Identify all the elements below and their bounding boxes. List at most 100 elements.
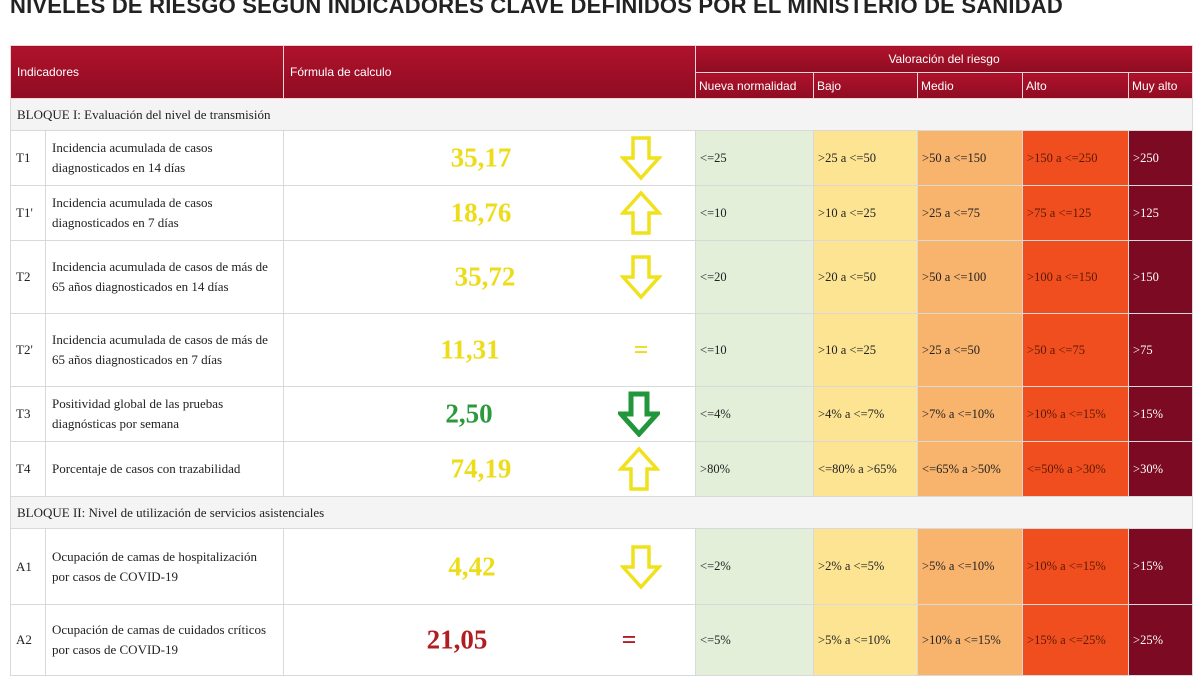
indicator-row: T1 Incidencia acumulada de casos diagnost…	[10, 130, 1194, 186]
indicator-value: 11,31	[440, 334, 500, 365]
level-threshold: >10 a <=25	[813, 185, 919, 241]
level-threshold: <=5%	[695, 604, 815, 676]
indicator-name: Ocupación de camas de hospitalización po…	[44, 528, 285, 605]
level-threshold: >15%	[1128, 528, 1194, 605]
indicator-row: T2' Incidencia acumulada de casos de más …	[10, 313, 1194, 387]
indicator-row: A2 Ocupación de camas de cuidados crítico…	[10, 604, 1194, 676]
level-threshold: <=2%	[695, 528, 815, 605]
formula-cell: 18,76	[283, 185, 697, 241]
page-title: NIVELES DE RIESGO SEGÚN INDICADORES CLAV…	[10, 0, 1063, 18]
level-threshold: >20 a <=50	[813, 240, 919, 314]
level-threshold: >75 a <=125	[1022, 185, 1130, 241]
indicator-name: Incidencia acumulada de casos diagnostic…	[44, 185, 285, 241]
level-threshold: <=20	[695, 240, 815, 314]
formula-cell: 35,17	[283, 130, 697, 186]
arrow-shape	[620, 136, 663, 181]
header-row: Indicadores Fórmula de calculo Valoració…	[9, 45, 1194, 99]
formula-cell: 35,72	[283, 240, 697, 314]
level-threshold: >4% a <=7%	[813, 386, 919, 442]
level-threshold: <=65% a >50%	[917, 441, 1024, 497]
level-threshold: >150 a <=250	[1022, 130, 1130, 186]
level-threshold: >80%	[695, 441, 815, 497]
indicator-name: Incidencia acumulada de casos de más de …	[44, 240, 285, 314]
formula-cell: 2,50	[283, 386, 697, 442]
level-threshold: >10% a <=15%	[917, 604, 1024, 676]
level-threshold: >125	[1128, 185, 1194, 241]
indicator-value: 35,17	[450, 142, 512, 173]
formula-cell: 21,05 =	[283, 604, 697, 676]
level-header: Bajo	[813, 72, 919, 99]
arrow-shape	[620, 255, 663, 300]
level-threshold: >5% a <=10%	[813, 604, 919, 676]
indicator-code: T2	[10, 240, 46, 314]
indicator-name: Incidencia acumulada de casos de más de …	[44, 313, 285, 387]
indicator-code: T1'	[10, 185, 46, 241]
level-threshold: >15% a <=25%	[1022, 604, 1130, 676]
level-threshold: >5% a <=10%	[917, 528, 1024, 605]
level-threshold: <=25	[695, 130, 815, 186]
arrow-shape	[618, 446, 661, 491]
indicator-code: T3	[10, 386, 46, 442]
block-row: BLOQUE II: Nivel de utilización de servi…	[9, 496, 1194, 529]
block-row: BLOQUE I: Evaluación del nivel de transm…	[9, 98, 1194, 131]
arrow-shape	[618, 391, 661, 437]
level-threshold: >25%	[1128, 604, 1194, 676]
trend-arrow	[620, 136, 663, 181]
level-threshold: >2% a <=5%	[813, 528, 919, 605]
indicator-value: 35,72	[454, 261, 516, 292]
level-header: Alto	[1022, 72, 1130, 99]
level-threshold: >100 a <=150	[1022, 240, 1130, 314]
trend-sign: =	[633, 335, 649, 364]
level-threshold: >10 a <=25	[813, 313, 919, 387]
level-threshold: >25 a <=50	[917, 313, 1024, 387]
indicator-name: Incidencia acumulada de casos diagnostic…	[44, 130, 285, 186]
indicator-value: 74,19	[450, 453, 512, 484]
trend-arrow	[618, 391, 661, 437]
formula-cell: 74,19	[283, 441, 697, 497]
formula-cell: 11,31 =	[283, 313, 697, 387]
level-threshold: <=10	[695, 185, 815, 241]
trend-arrow	[620, 255, 663, 300]
trend-sign: =	[621, 625, 637, 654]
level-threshold: <=4%	[695, 386, 815, 442]
indicator-value: 2,50	[445, 398, 493, 429]
indicator-row: T4 Porcentaje de casos con trazabilidad 74…	[10, 441, 1194, 497]
indicator-value: 21,05	[426, 624, 488, 655]
arrow-shape	[620, 544, 663, 590]
header-row: Nueva normalidad Bajo Medio Alto Muy alto	[11, 72, 1194, 99]
indicator-value: 4,42	[448, 551, 496, 581]
header-cell: Valoración del riesgo	[695, 45, 1194, 73]
level-threshold: <=10	[695, 313, 815, 387]
formula-cell: 4,42	[283, 528, 697, 605]
level-threshold: >50 a <=150	[917, 130, 1024, 186]
indicator-code: T2'	[10, 313, 46, 387]
level-header: Medio	[917, 72, 1024, 99]
level-threshold: >75	[1128, 313, 1194, 387]
indicator-code: T4	[10, 441, 46, 497]
indicator-code: A2	[10, 604, 46, 676]
level-threshold: <=50% a >30%	[1022, 441, 1130, 497]
level-threshold: >15%	[1128, 386, 1194, 442]
indicator-row: T1' Incidencia acumulada de casos diagnos…	[10, 185, 1194, 241]
level-header: Muy alto	[1128, 72, 1194, 99]
level-threshold: <=80% a >65%	[813, 441, 919, 497]
trend-arrow	[618, 446, 661, 491]
block-title: BLOQUE II: Nivel de utilización de servi…	[9, 496, 1194, 529]
level-threshold: >50 a <=100	[917, 240, 1024, 314]
level-threshold: >10% a <=15%	[1022, 528, 1130, 605]
risk-table: Indicadores Fórmula de calculo Valoració…	[9, 45, 1194, 676]
indicator-row: A1 Ocupación de camas de hospitalización …	[10, 528, 1194, 605]
indicator-code: A1	[10, 528, 46, 605]
indicator-name: Positividad global de las pruebas diagnó…	[44, 386, 285, 442]
block-title: BLOQUE I: Evaluación del nivel de transm…	[9, 98, 1194, 131]
level-threshold: >50 a <=75	[1022, 313, 1130, 387]
indicator-name: Ocupación de camas de cuidados críticos …	[44, 604, 285, 676]
level-threshold: >10% a <=15%	[1022, 386, 1130, 442]
indicator-name: Porcentaje de casos con trazabilidad	[44, 441, 285, 497]
level-threshold: >150	[1128, 240, 1194, 314]
level-threshold: >250	[1128, 130, 1194, 186]
indicator-row: T3 Positividad global de las pruebas diag…	[10, 386, 1194, 442]
table-body: BLOQUE I: Evaluación del nivel de transm…	[9, 98, 1194, 676]
indicator-row: T2 Incidencia acumulada de casos de más d…	[10, 240, 1194, 314]
